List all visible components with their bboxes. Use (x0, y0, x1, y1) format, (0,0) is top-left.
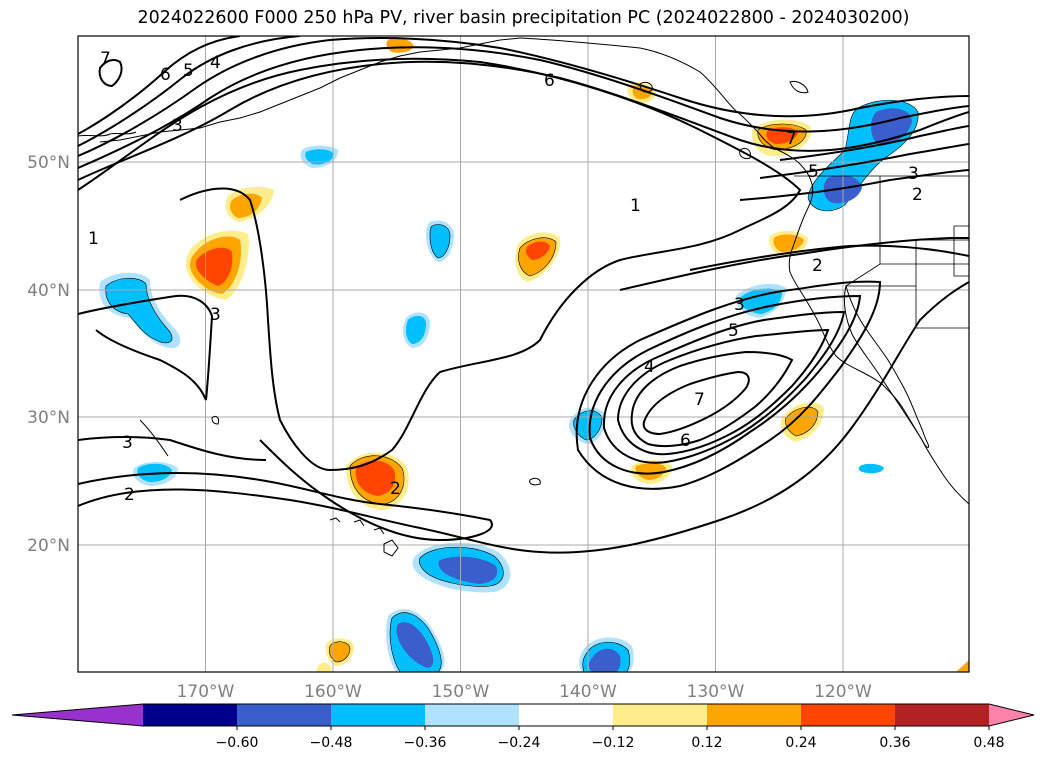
lon-label: 160°W (304, 682, 362, 702)
shade-orange-corner (956, 660, 969, 672)
lat-label: 30°N (27, 408, 70, 428)
lat-label: 40°N (27, 281, 70, 301)
colorbar-tick-label: 0.12 (691, 735, 722, 751)
pv-contour-cutoff-6 (630, 350, 794, 448)
lon-label: 150°W (432, 682, 490, 702)
colorbar-segment (801, 704, 896, 726)
pv-label: 2 (390, 479, 401, 499)
pv-label: 2 (912, 185, 923, 205)
pv-label: 3 (734, 295, 745, 315)
pv-label: 2 (812, 256, 823, 276)
colorbar-extend-max (989, 704, 1034, 726)
colorbar-segment (331, 704, 426, 726)
lon-label: 170°W (177, 682, 235, 702)
pv-contour-cutoff-3 (588, 294, 862, 475)
colorbar-segment (707, 704, 802, 726)
coastlines (78, 37, 969, 557)
shade-blue-25n-small (858, 463, 884, 474)
pv-label: 7 (100, 49, 111, 69)
pv-contour-north-7 (98, 59, 123, 88)
pv-contour-north-6 (78, 36, 241, 135)
map-background (78, 36, 969, 672)
colorbar-tick-label: 0.24 (785, 735, 816, 751)
colorbar-tick-label: 0.48 (973, 735, 1004, 751)
colorbar-tick-label: 0.36 (879, 735, 910, 751)
pv-label: 6 (544, 71, 555, 91)
pv-contour-east-1 (739, 169, 969, 201)
colorbar-segment (613, 704, 708, 726)
colorbar: −0.60 −0.48 −0.36 −0.24 −0.12 0.12 0.24 0.36 0.4… (11, 703, 1035, 751)
pv-contour-trough-3 (689, 244, 969, 271)
pv-contour-north-4 (78, 37, 969, 157)
map-frame (77, 35, 970, 673)
colorbar-tick-label: −0.48 (310, 735, 353, 751)
pv-label: 6 (680, 431, 691, 451)
pv-contour-cutoff-7 (642, 370, 750, 436)
pv-contour-cutoff-5 (616, 328, 830, 456)
colorbar-extend-min (12, 704, 143, 726)
pv-label: 3 (908, 164, 919, 184)
pv-label: 1 (88, 229, 99, 249)
pv-contour-north-3 (78, 46, 969, 169)
pv-label: 3 (172, 116, 183, 136)
latitude-labels: 50°N 40°N 30°N 20°N (27, 153, 70, 556)
pv-label: 3 (122, 433, 133, 453)
lon-label: 120°W (814, 682, 872, 702)
pv-label: 2 (124, 485, 135, 505)
map-title: 2024022600 F000 250 hPa PV, river basin … (137, 8, 910, 28)
pv-contour-cutoff-4 (602, 310, 846, 464)
pv-contour-left-loop (78, 294, 214, 401)
shade-orange-top (386, 38, 414, 53)
colorbar-tick-label: −0.12 (592, 735, 635, 751)
colorbar-segment (895, 704, 990, 726)
pv-contour-north-5 (78, 36, 301, 147)
longitude-labels: 170°W 160°W 150°W 140°W 130°W 120°W (177, 682, 872, 702)
lon-label: 130°W (687, 682, 745, 702)
colorbar-tick-label: −0.36 (404, 735, 447, 751)
pv-contour-east-2 (759, 143, 969, 179)
pv-label: 5 (183, 61, 194, 81)
pv-label: 6 (160, 65, 171, 85)
pv-contours (78, 36, 969, 554)
pv-label: 7 (694, 390, 705, 410)
pv-contour-left-2 (78, 436, 267, 461)
graticule (78, 36, 969, 672)
pv-label: 7 (786, 129, 797, 149)
coast-baja (843, 284, 929, 448)
pv-label: 5 (728, 321, 739, 341)
pv-contour-trough-2 (619, 236, 969, 291)
pv-label: 4 (210, 53, 221, 73)
lat-label: 20°N (27, 536, 70, 556)
pv-label: 3 (210, 305, 221, 325)
pv-label: 1 (630, 196, 641, 216)
colorbar-segment (425, 704, 520, 726)
lat-label: 50°N (27, 153, 70, 173)
colorbar-tick-label: −0.60 (216, 735, 259, 751)
colorbar-segment (237, 704, 332, 726)
pv-contour-cutoff-2 (575, 280, 882, 490)
pv-contour-3 (78, 439, 493, 542)
pv-contour-east-3 (779, 125, 969, 161)
colorbar-segment (519, 704, 614, 726)
pv-contour-2 (78, 281, 969, 554)
colorbar-outline (11, 703, 1035, 727)
lon-label: 140°W (559, 682, 617, 702)
pv-label: 5 (808, 162, 819, 182)
colorbar-tick-label: −0.24 (498, 735, 541, 751)
pv-contour-1 (78, 57, 802, 472)
colorbar-segment (143, 704, 238, 726)
pv-label: 4 (644, 357, 655, 377)
coast-hawaii (329, 517, 399, 557)
pv-contour-north-2 (78, 60, 969, 181)
pv-contour-labels: 7 6 5 4 3 1 6 7 5 3 2 1 2 3 5 4 7 6 3 2 … (88, 49, 923, 505)
